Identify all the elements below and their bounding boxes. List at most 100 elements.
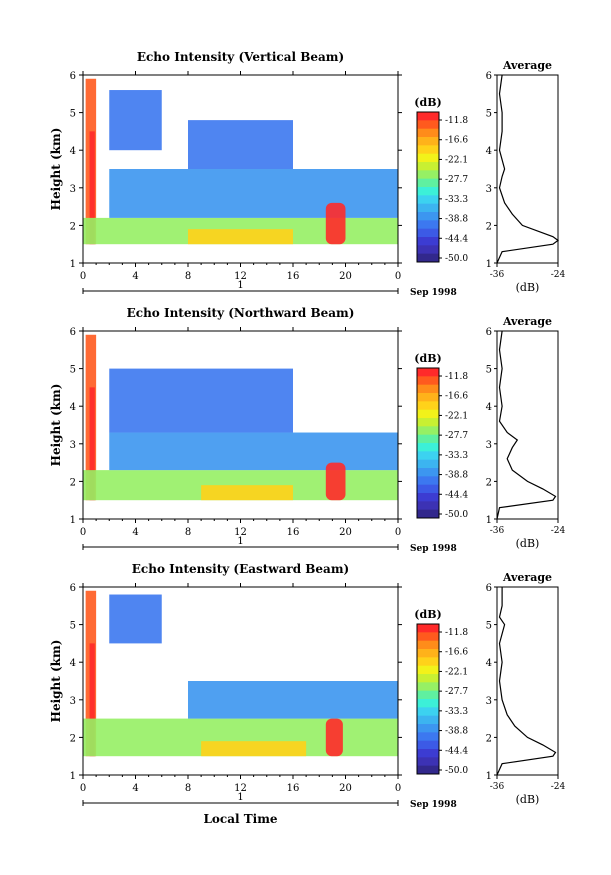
y-tick-label: 5	[70, 109, 76, 120]
average-x-tick-label: -36	[490, 526, 505, 536]
heatmap-cell-5	[188, 120, 293, 169]
colorbar-swatch	[417, 715, 439, 725]
colorbar-swatch	[417, 451, 439, 461]
colorbar-tick-label: -44.4	[445, 234, 468, 244]
colorbar-swatch	[417, 409, 439, 419]
colorbar-swatch	[417, 228, 439, 238]
colorbar-swatch	[417, 682, 439, 692]
colorbar-tick-label: -27.7	[445, 175, 468, 185]
average-x-label: (dB)	[516, 537, 540, 550]
date-label: Sep 1998	[410, 544, 457, 554]
average-frame	[496, 330, 559, 520]
x-tick-label: 0	[395, 527, 401, 538]
colorbar-swatch	[417, 493, 439, 502]
average-title: Average	[502, 59, 552, 72]
colorbar-swatch	[417, 459, 439, 469]
x-axis-label: Local Time	[203, 812, 277, 826]
x-tick-label: 16	[287, 271, 300, 282]
x-tick-label: 0	[395, 271, 401, 282]
average-y-tick-label: 2	[486, 477, 492, 488]
colorbar-tick-label: -44.4	[445, 746, 468, 756]
colorbar-swatch	[417, 624, 439, 633]
x-tick-label: 0	[395, 783, 401, 794]
colorbar-swatch	[417, 220, 439, 230]
average-title: Average	[502, 571, 552, 584]
colorbar-unit: (dB)	[414, 96, 441, 109]
average-x-tick-label: -24	[551, 782, 566, 792]
x-tick-label: 0	[80, 271, 86, 282]
y-axis-label: Height (km)	[49, 128, 63, 211]
average-y-tick-label: 2	[486, 221, 492, 232]
y-tick-label: 6	[70, 71, 76, 82]
colorbar-swatch	[417, 757, 439, 767]
average-x-label: (dB)	[516, 281, 540, 294]
heatmap-cell-4	[188, 681, 398, 719]
average-y-tick-label: 1	[486, 515, 492, 526]
colorbar-swatch	[417, 690, 439, 700]
average-y-tick-label: 5	[486, 621, 492, 632]
average-title: Average	[502, 315, 552, 328]
colorbar-swatch	[417, 699, 439, 708]
colorbar-tick-label: -33.3	[445, 707, 468, 717]
colorbar-frame	[416, 111, 440, 263]
y-tick-label: 1	[70, 515, 76, 526]
heatmap-cell-6	[201, 485, 293, 501]
x-tick-label: 16	[287, 783, 300, 794]
colorbar-swatch	[417, 170, 439, 180]
colorbar-swatch	[417, 376, 439, 386]
average-x-label: (dB)	[516, 793, 540, 806]
colorbar-swatch	[417, 740, 439, 750]
colorbar-frame	[416, 367, 440, 519]
colorbar-swatch	[417, 120, 439, 130]
heatmap-cell-4	[109, 432, 398, 471]
average-y-tick-label: 4	[486, 402, 492, 413]
date-label: Sep 1998	[410, 288, 457, 298]
y-tick-label: 6	[70, 583, 76, 594]
colorbar-frame	[416, 623, 440, 775]
colorbar-swatch	[417, 674, 439, 683]
colorbar-swatch	[417, 253, 439, 263]
panel-2: Echo Intensity (Northward Beam)123456Hei…	[49, 306, 566, 554]
colorbar-tick-label: -44.4	[445, 490, 468, 500]
average-profile-line	[496, 587, 557, 776]
colorbar-swatch	[417, 724, 439, 733]
average-y-tick-label: 3	[486, 696, 492, 707]
heatmap-cell-7	[325, 718, 343, 757]
heatmap-cell-2	[89, 643, 95, 757]
colorbar-tick-label: -22.1	[445, 155, 468, 165]
colorbar-swatch	[417, 187, 439, 196]
heatmap-cell-2	[89, 131, 95, 245]
average-profile: Average 1 2 3 4 5 6 -36 -24 (dB)	[486, 315, 566, 550]
colorbar-swatch	[417, 112, 439, 121]
y-tick-label: 3	[70, 440, 76, 451]
y-tick-label: 4	[70, 402, 76, 413]
x-tick-label: 4	[132, 271, 138, 282]
day-label: 1	[237, 280, 243, 291]
panel-title: Echo Intensity (Eastward Beam)	[132, 562, 349, 576]
panel-3: Echo Intensity (Eastward Beam)123456Heig…	[49, 562, 566, 810]
x-tick-label: 8	[185, 527, 191, 538]
colorbar-swatch	[417, 178, 439, 188]
colorbar-swatch	[417, 665, 439, 675]
colorbar-swatch	[417, 137, 439, 146]
x-tick-label: 16	[287, 527, 300, 538]
y-tick-label: 5	[70, 365, 76, 376]
y-tick-label: 4	[70, 658, 76, 669]
average-y-tick-label: 2	[486, 733, 492, 744]
day-label: 1	[237, 792, 243, 803]
colorbar-swatch	[417, 443, 439, 452]
colorbar-tick-label: -27.7	[445, 687, 468, 697]
y-tick-label: 1	[70, 771, 76, 782]
colorbar-swatch	[417, 212, 439, 221]
average-y-tick-label: 1	[486, 771, 492, 782]
panel-title: Echo Intensity (Northward Beam)	[127, 306, 355, 320]
colorbar-tick-label: -22.1	[445, 411, 468, 421]
heatmap	[83, 78, 398, 245]
colorbar-tick-label: -16.6	[445, 136, 468, 146]
panel-title: Echo Intensity (Vertical Beam)	[137, 50, 344, 64]
colorbar-swatch	[417, 732, 439, 742]
colorbar-unit: (dB)	[414, 352, 441, 365]
colorbar-swatch	[417, 145, 439, 155]
heatmap	[83, 334, 398, 501]
